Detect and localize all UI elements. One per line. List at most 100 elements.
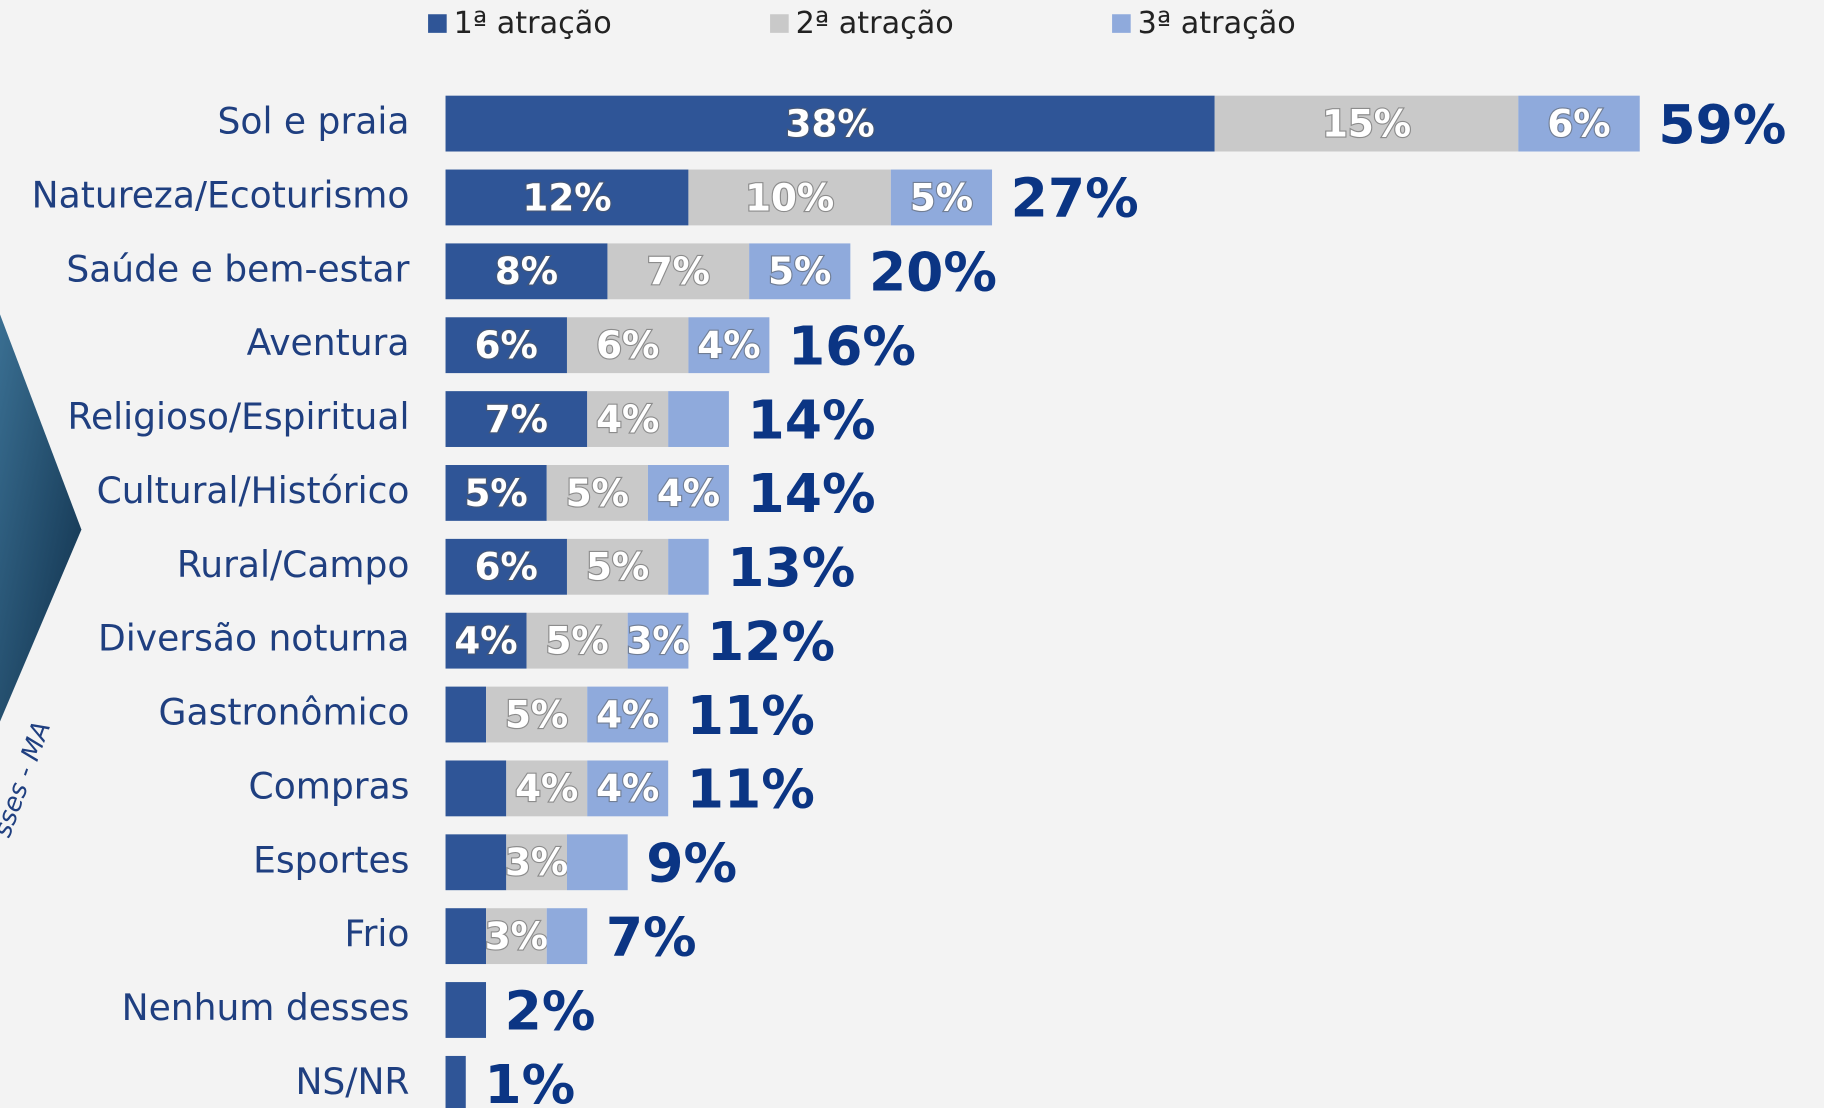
category-label: Saúde e bem-estar xyxy=(66,248,409,290)
bar-segment xyxy=(445,686,487,743)
side-note: sses - MA xyxy=(0,717,57,841)
segment-label: 6% xyxy=(596,323,659,367)
segment-label: 3% xyxy=(626,618,689,662)
segment-label: 4% xyxy=(596,397,659,441)
bar-segment xyxy=(647,465,729,521)
segment-label: 3% xyxy=(505,840,568,884)
bar-segment xyxy=(506,834,567,891)
bar-segment xyxy=(486,908,547,965)
bar-segment xyxy=(890,169,993,226)
legend-label: 2ª atração xyxy=(796,6,954,41)
segment-label: 38% xyxy=(786,101,875,145)
segment-label: 15% xyxy=(1322,101,1411,145)
category-label: Aventura xyxy=(247,322,410,364)
bar-segment xyxy=(566,834,628,891)
total-label: 20% xyxy=(869,241,997,304)
bar-segment xyxy=(445,465,547,521)
bar-segment xyxy=(688,169,891,226)
total-label: 59% xyxy=(1658,93,1786,156)
category-label: Gastronômico xyxy=(159,692,410,734)
segment-label: 6% xyxy=(475,323,538,367)
bar-segment xyxy=(445,243,608,300)
segment-label: 4% xyxy=(454,618,517,662)
category-label: Religioso/Espiritual xyxy=(68,396,410,438)
segment-label: 4% xyxy=(657,471,720,515)
category-label: Sol e praia xyxy=(218,101,410,143)
bar-segment xyxy=(627,612,689,669)
legend-swatch xyxy=(770,14,789,33)
legend-swatch xyxy=(428,14,447,33)
category-label: Cultural/Histórico xyxy=(97,470,410,512)
legend-swatch xyxy=(1112,14,1131,33)
bar-segment xyxy=(668,391,729,447)
segment-label: 6% xyxy=(1547,101,1610,145)
total-label: 2% xyxy=(505,979,596,1042)
bar-segment xyxy=(546,908,588,965)
bar-segment xyxy=(445,538,567,595)
segment-label: 7% xyxy=(485,397,548,441)
side-image xyxy=(0,314,82,722)
bar-segment xyxy=(668,538,709,595)
category-label: Diversão noturna xyxy=(98,618,410,660)
bar-segment xyxy=(445,612,527,669)
total-label: 9% xyxy=(646,832,737,895)
segment-label: 4% xyxy=(596,766,659,810)
total-label: 11% xyxy=(687,758,815,821)
category-label: NS/NR xyxy=(295,1061,409,1103)
bar-segment xyxy=(526,612,628,669)
segment-label: 4% xyxy=(515,766,578,810)
segment-label: 5% xyxy=(505,692,568,736)
category-label: Frio xyxy=(344,913,409,955)
total-label: 7% xyxy=(606,905,697,968)
bar-segment xyxy=(445,760,507,817)
category-label: Rural/Campo xyxy=(177,544,410,586)
bar-segment xyxy=(749,243,851,300)
segment-label: 12% xyxy=(522,175,611,219)
bar-segment xyxy=(566,317,689,374)
segment-label: 5% xyxy=(910,175,973,219)
segment-label: 6% xyxy=(475,545,538,589)
bar-segment xyxy=(486,686,588,743)
segment-label: 3% xyxy=(485,914,548,958)
total-label: 16% xyxy=(788,314,916,377)
bar-segment xyxy=(445,982,487,1038)
bar-segment xyxy=(587,760,669,817)
bar-segment xyxy=(587,391,669,447)
bar-segment xyxy=(1518,95,1640,152)
total-label: 14% xyxy=(748,462,876,525)
total-label: 13% xyxy=(727,536,855,599)
bar-segment xyxy=(1214,95,1519,152)
legend-label: 1ª atração xyxy=(454,6,612,41)
segment-label: 5% xyxy=(566,471,629,515)
bar-segment xyxy=(506,760,588,817)
total-label: 1% xyxy=(484,1053,575,1108)
bar-segment xyxy=(445,908,487,965)
segment-label: 5% xyxy=(545,618,608,662)
category-label: Esportes xyxy=(253,839,409,881)
bar-segment xyxy=(445,834,507,891)
segment-label: 4% xyxy=(596,692,659,736)
bar-segment xyxy=(546,465,648,521)
bar-segment xyxy=(445,1055,466,1108)
segment-label: 8% xyxy=(495,249,558,293)
segment-label: 4% xyxy=(697,323,760,367)
total-label: 14% xyxy=(748,388,876,451)
segment-label: 10% xyxy=(745,175,834,219)
bar-segment xyxy=(688,317,770,374)
category-label: Compras xyxy=(249,765,410,807)
category-label: Natureza/Ecoturismo xyxy=(32,174,410,216)
total-label: 11% xyxy=(687,684,815,747)
bar-segment xyxy=(566,538,669,595)
bar-segment xyxy=(445,391,588,447)
bar-segment xyxy=(587,686,669,743)
category-label: Nenhum desses xyxy=(122,987,410,1029)
bar-segment xyxy=(445,95,1215,152)
bar-segment xyxy=(607,243,750,300)
segment-label: 5% xyxy=(465,471,528,515)
segment-label: 7% xyxy=(647,249,710,293)
legend-label: 3ª atração xyxy=(1138,6,1296,41)
total-label: 12% xyxy=(707,610,835,673)
segment-label: 5% xyxy=(586,545,649,589)
